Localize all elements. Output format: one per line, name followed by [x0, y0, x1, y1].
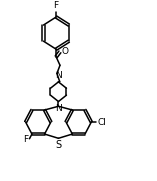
Text: F: F	[23, 135, 28, 144]
Text: N: N	[55, 104, 62, 113]
Text: S: S	[55, 140, 62, 150]
Text: N: N	[55, 71, 62, 80]
Text: Cl: Cl	[97, 117, 106, 127]
Text: F: F	[53, 1, 58, 10]
Text: O: O	[62, 47, 69, 56]
